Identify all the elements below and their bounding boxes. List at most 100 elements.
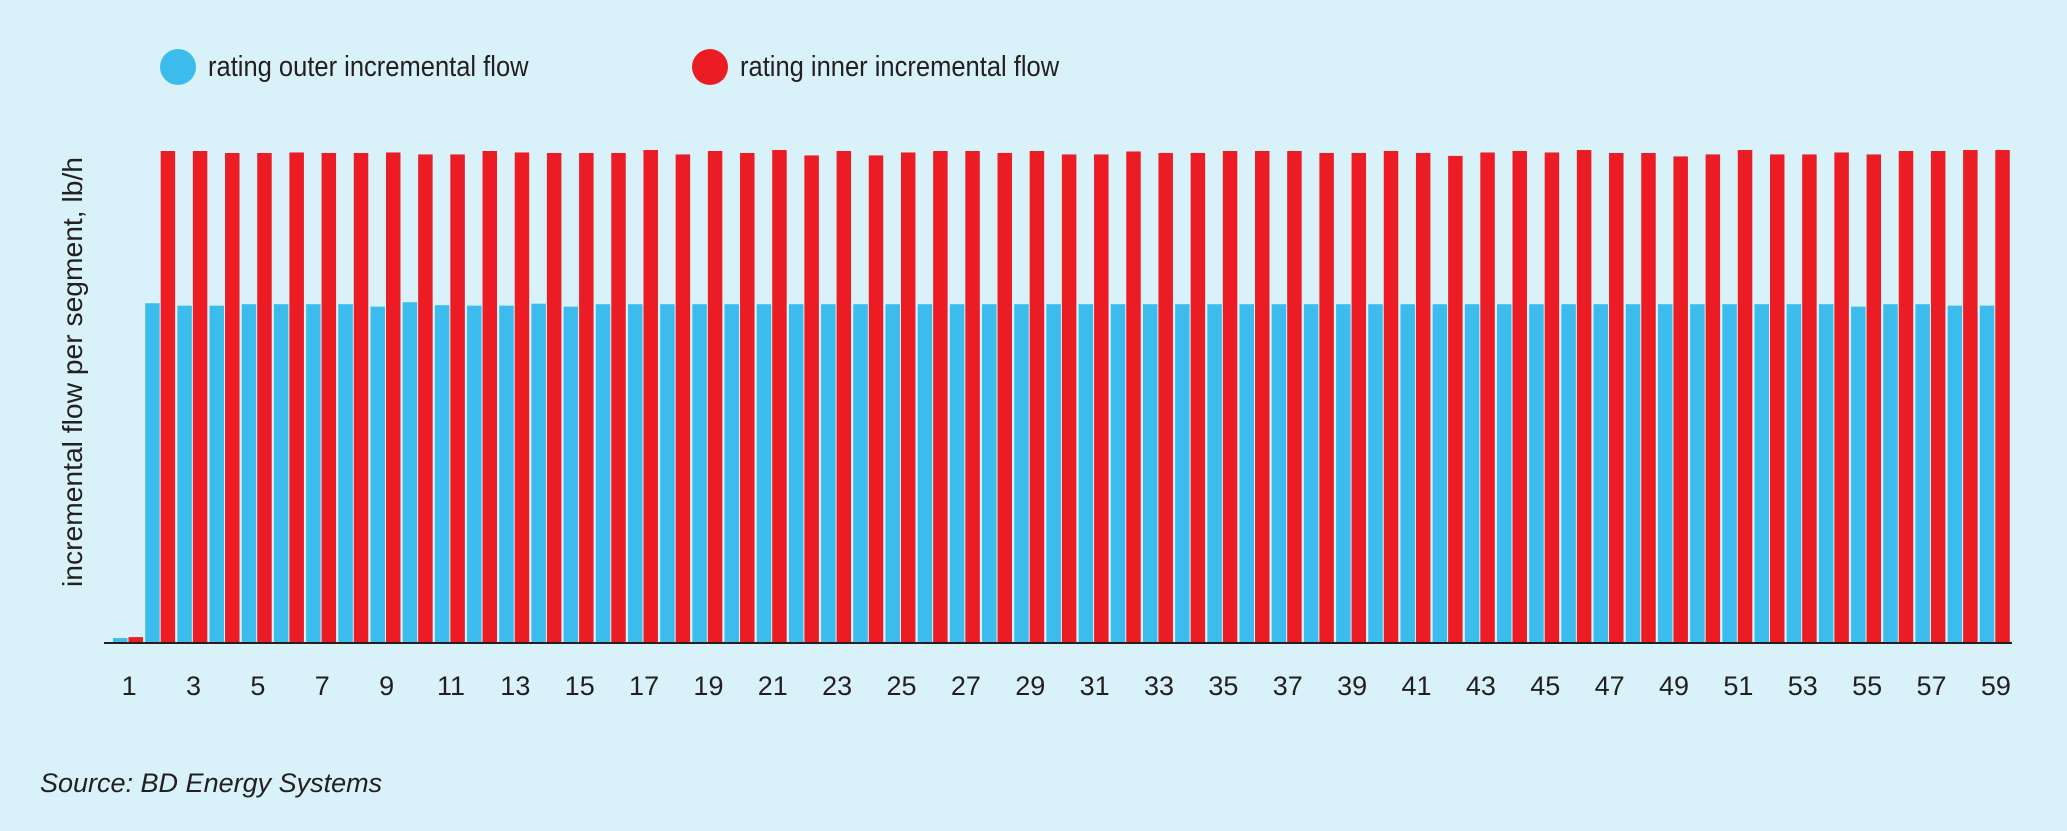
x-tick-label-49: 49 — [1659, 671, 1689, 701]
bar-inner-21 — [772, 150, 787, 642]
x-tick-label-21: 21 — [758, 671, 788, 701]
x-tick-label-51: 51 — [1723, 671, 1753, 701]
bar-inner-42 — [1448, 155, 1463, 642]
x-tick-label-9: 9 — [379, 671, 394, 701]
x-tick-label-53: 53 — [1788, 671, 1818, 701]
bar-inner-31 — [1094, 154, 1109, 642]
bar-inner-7 — [321, 152, 337, 642]
bar-outer-28 — [982, 304, 997, 642]
bar-outer-19 — [692, 304, 707, 642]
bar-inner-3 — [192, 151, 208, 642]
x-tick-label-29: 29 — [1015, 671, 1045, 701]
bar-outer-48 — [1625, 304, 1641, 642]
legend-swatch-outer — [160, 49, 196, 85]
bar-inner-29 — [1029, 151, 1045, 642]
bar-outer-27 — [949, 304, 965, 642]
bar-outer-51 — [1722, 304, 1737, 642]
bar-outer-24 — [853, 304, 868, 642]
bar-inner-33 — [1158, 152, 1173, 642]
bar-inner-4 — [225, 152, 240, 642]
bar-outer-29 — [1014, 304, 1029, 642]
bar-outer-22 — [788, 304, 804, 642]
bar-inner-59 — [1995, 150, 2010, 642]
bar-inner-10 — [418, 154, 433, 642]
bar-inner-55 — [1866, 154, 1882, 642]
bar-inner-47 — [1609, 152, 1624, 642]
bar-outer-36 — [1239, 304, 1255, 642]
x-tick-label-23: 23 — [822, 671, 852, 701]
bar-inner-32 — [1126, 151, 1141, 643]
bar-outer-14 — [531, 303, 546, 642]
x-tick-label-1: 1 — [122, 671, 137, 701]
bar-inner-2 — [160, 151, 176, 642]
bar-inner-22 — [804, 155, 819, 643]
bar-outer-34 — [1175, 304, 1190, 642]
bar-outer-41 — [1400, 304, 1415, 642]
x-tick-label-13: 13 — [500, 671, 530, 701]
bar-inner-1 — [128, 637, 143, 642]
bar-outer-43 — [1464, 304, 1480, 642]
x-tick-label-3: 3 — [186, 671, 201, 701]
x-tick-label-45: 45 — [1530, 671, 1560, 701]
x-tick-label-33: 33 — [1144, 671, 1174, 701]
bar-inner-6 — [289, 152, 304, 642]
bar-inner-48 — [1641, 152, 1656, 642]
x-tick-label-43: 43 — [1466, 671, 1496, 701]
bar-inner-46 — [1576, 150, 1592, 642]
bar-outer-54 — [1818, 304, 1834, 642]
bar-outer-13 — [499, 305, 514, 642]
bar-outer-32 — [1110, 304, 1126, 642]
bar-outer-46 — [1561, 304, 1576, 642]
bar-outer-2 — [145, 303, 160, 642]
bar-outer-18 — [660, 304, 675, 642]
bar-outer-17 — [627, 304, 643, 642]
bar-outer-39 — [1336, 304, 1351, 642]
bar-outer-3 — [177, 305, 192, 642]
bar-inner-27 — [965, 151, 980, 642]
legend-item-outer: rating outer incremental flow — [160, 49, 572, 85]
bar-outer-9 — [370, 306, 385, 642]
bar-outer-15 — [563, 306, 579, 642]
bar-outer-23 — [821, 304, 836, 642]
bar-inner-39 — [1351, 152, 1367, 642]
bar-outer-40 — [1368, 304, 1383, 642]
bar-inner-28 — [997, 152, 1012, 642]
bar-inner-58 — [1963, 150, 1978, 642]
bar-inner-30 — [1061, 154, 1077, 642]
bar-outer-31 — [1078, 304, 1094, 642]
bar-outer-52 — [1754, 304, 1769, 642]
bar-inner-45 — [1544, 152, 1560, 642]
x-tick-label-37: 37 — [1273, 671, 1303, 701]
legend-swatch-inner — [692, 49, 729, 85]
bar-outer-55 — [1851, 306, 1866, 642]
bar-inner-26 — [933, 151, 948, 642]
bar-inner-57 — [1930, 151, 1946, 642]
x-tick-label-19: 19 — [693, 671, 723, 701]
bar-outer-1 — [113, 638, 128, 642]
bar-inner-54 — [1834, 152, 1849, 642]
bar-outer-16 — [595, 304, 611, 642]
bar-outer-10 — [402, 302, 418, 642]
bar-outer-59 — [1979, 305, 1995, 642]
bar-inner-43 — [1480, 152, 1495, 642]
x-tick-label-31: 31 — [1080, 671, 1110, 701]
bar-inner-25 — [900, 152, 916, 642]
bar-outer-45 — [1529, 304, 1544, 642]
x-tick-label-27: 27 — [951, 671, 981, 701]
bar-inner-50 — [1705, 154, 1721, 642]
bar-inner-24 — [868, 155, 884, 643]
bar-outer-30 — [1046, 304, 1061, 642]
x-tick-label-17: 17 — [629, 671, 659, 701]
x-tick-label-41: 41 — [1402, 671, 1432, 701]
bar-outer-44 — [1497, 304, 1512, 642]
x-tick-label-47: 47 — [1595, 671, 1625, 701]
legend-label-inner: rating inner incremental flow — [740, 50, 1060, 83]
bar-inner-52 — [1769, 154, 1785, 642]
bar-inner-8 — [353, 152, 369, 642]
bar-outer-4 — [209, 305, 225, 642]
source-note: Source: BD Energy Systems — [40, 768, 383, 798]
bar-outer-37 — [1271, 304, 1287, 642]
x-tick-label-25: 25 — [887, 671, 917, 701]
bar-outer-20 — [724, 304, 740, 642]
legend-item-inner: rating inner incremental flow — [692, 49, 1103, 85]
